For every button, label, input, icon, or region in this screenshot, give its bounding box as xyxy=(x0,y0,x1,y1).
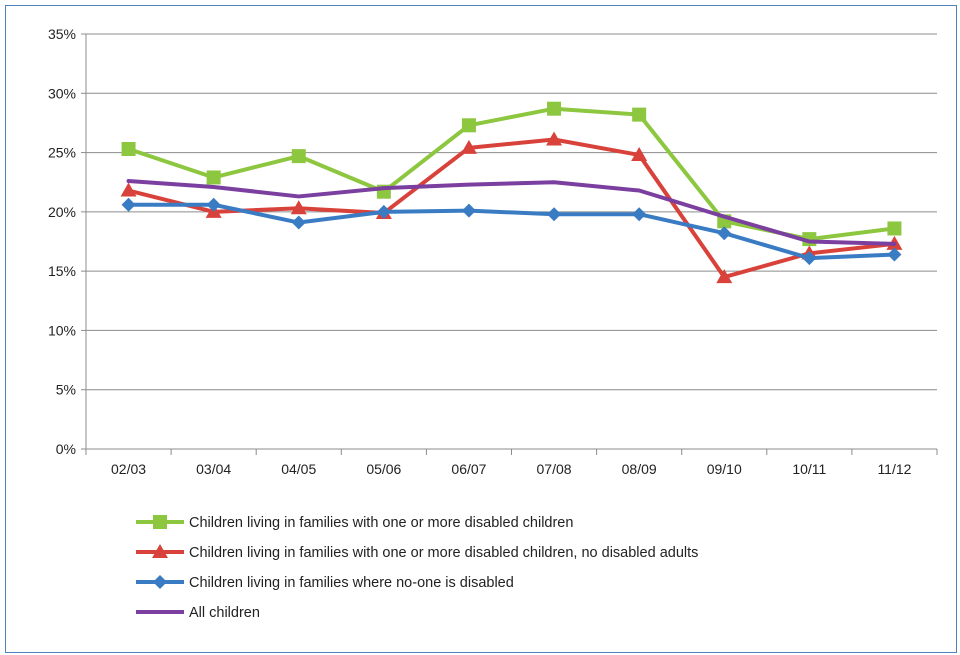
y-tick-label: 30% xyxy=(48,85,76,101)
data-point xyxy=(120,182,137,197)
x-tick-label: 06/07 xyxy=(451,461,486,477)
legend-item: Children living in families with one or … xyxy=(136,515,573,531)
data-point xyxy=(887,221,902,236)
x-tick-label: 10/11 xyxy=(792,461,826,477)
series-1 xyxy=(120,131,903,284)
data-point xyxy=(887,247,902,262)
data-point xyxy=(121,142,136,157)
legend-label: All children xyxy=(189,605,260,621)
y-tick-label: 15% xyxy=(48,263,76,279)
data-point xyxy=(290,200,307,215)
axes: 0% 5% 10% 15% 20% 25% 30% 35% 02/03 03/04 04/05 05/… xyxy=(48,26,938,477)
y-tick-label: 0% xyxy=(56,441,76,457)
data-point xyxy=(291,149,306,164)
data-point xyxy=(717,226,732,241)
series-line xyxy=(126,106,897,242)
series-line xyxy=(126,179,897,246)
series-2 xyxy=(121,197,902,266)
legend-label: Children living in families with one or … xyxy=(189,545,698,561)
y-tick-label: 35% xyxy=(48,26,76,42)
x-tick-label: 04/05 xyxy=(281,461,316,477)
data-point xyxy=(291,215,306,230)
y-tick-label: 10% xyxy=(48,322,76,338)
data-point xyxy=(206,170,221,185)
legend-swatch-marker xyxy=(152,544,168,558)
x-tick-label: 07/08 xyxy=(537,461,572,477)
data-point xyxy=(547,207,562,222)
legend-swatch-marker xyxy=(153,575,167,589)
x-tick-label: 03/04 xyxy=(196,461,231,477)
legend-swatch-marker xyxy=(153,515,167,529)
y-tick-label: 20% xyxy=(48,204,76,220)
legend: Children living in families with one or … xyxy=(136,515,698,621)
x-tick-label: 08/09 xyxy=(622,461,657,477)
legend-item: Children living in families where no-one… xyxy=(136,575,514,591)
legend-item: Children living in families with one or … xyxy=(136,544,698,561)
x-tick-label: 09/10 xyxy=(707,461,742,477)
series-3 xyxy=(126,179,897,246)
y-tick-label: 5% xyxy=(56,382,76,398)
x-tick-label: 05/06 xyxy=(366,461,401,477)
data-point xyxy=(461,203,476,218)
data-point xyxy=(460,139,477,154)
data-point xyxy=(546,131,563,146)
y-tick-label: 25% xyxy=(48,145,76,161)
line-chart: 0% 5% 10% 15% 20% 25% 30% 35% 02/03 03/04 04/05 05/… xyxy=(48,26,938,621)
data-point xyxy=(376,204,391,219)
data-point xyxy=(121,197,136,212)
data-point xyxy=(802,251,817,266)
chart-frame: 0% 5% 10% 15% 20% 25% 30% 35% 02/03 03/04 04/05 05/… xyxy=(5,5,957,653)
data-point xyxy=(461,118,476,133)
data-point xyxy=(206,197,221,212)
x-tick-label: 02/03 xyxy=(111,461,146,477)
series-0 xyxy=(121,101,902,247)
data-point xyxy=(631,146,648,161)
data-point xyxy=(716,269,733,284)
legend-label: Children living in families where no-one… xyxy=(189,575,514,591)
data-point xyxy=(632,207,647,222)
series-lines xyxy=(120,101,903,284)
x-tick-label: 11/12 xyxy=(877,461,911,477)
data-point xyxy=(632,107,647,122)
legend-label: Children living in families with one or … xyxy=(189,515,573,531)
data-point xyxy=(547,101,562,116)
series-line xyxy=(126,137,897,280)
series-line xyxy=(126,202,897,261)
legend-item: All children xyxy=(136,605,260,621)
